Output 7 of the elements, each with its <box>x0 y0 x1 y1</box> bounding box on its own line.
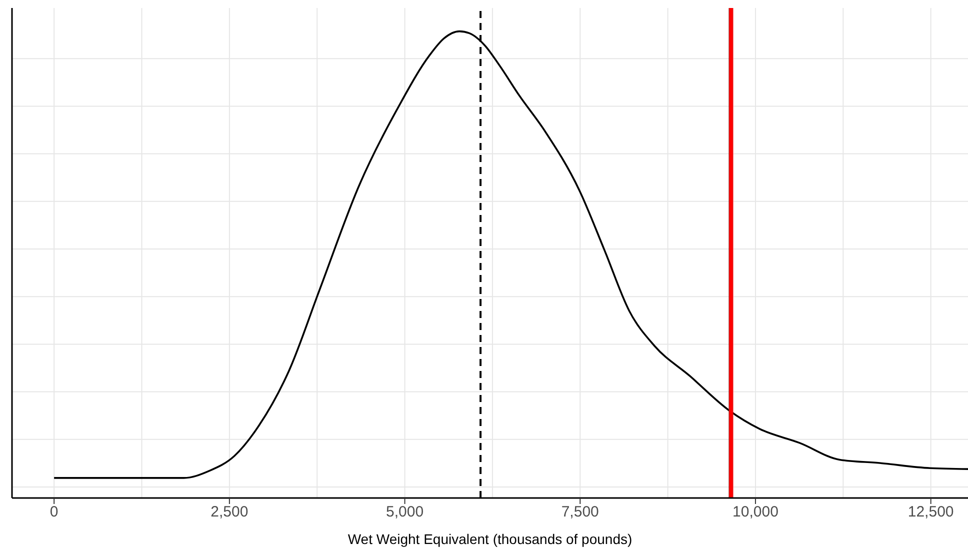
x-tick-label: 5,000 <box>386 504 424 521</box>
x-tick-label: 10,000 <box>732 504 778 521</box>
x-tick-label: 0 <box>50 504 58 521</box>
x-axis-title: Wet Weight Equivalent (thousands of pounds) <box>348 531 632 547</box>
x-tick-label: 12,500 <box>908 504 954 521</box>
x-tick-label: 7,500 <box>561 504 599 521</box>
x-tick-label: 2,500 <box>210 504 248 521</box>
